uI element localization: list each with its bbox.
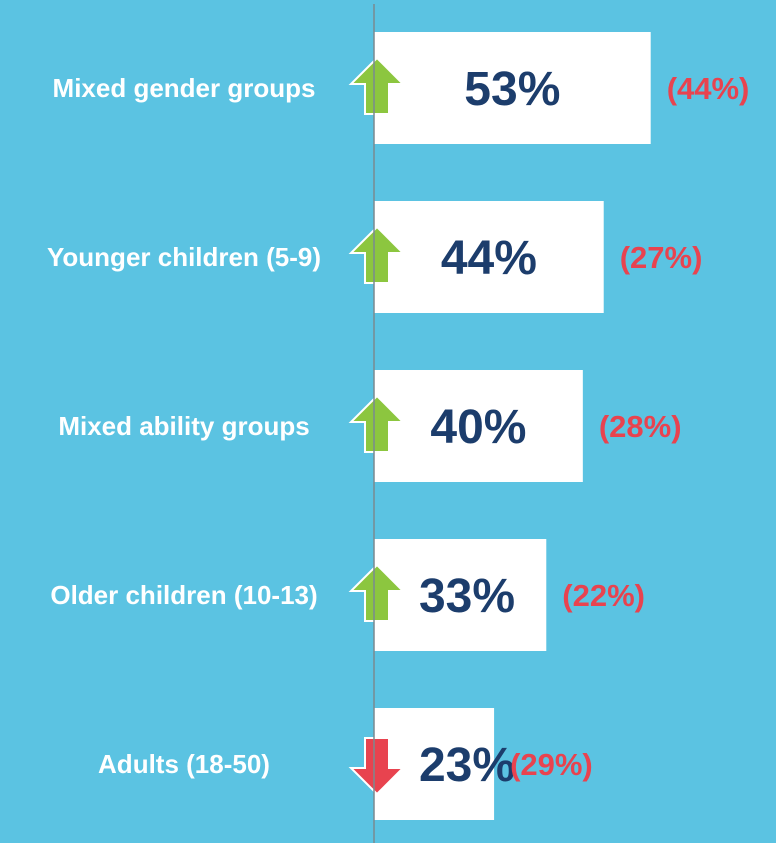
category-label: Adults (18-50) <box>98 749 270 779</box>
value-label: 53% <box>464 63 560 116</box>
down-arrow <box>348 737 406 796</box>
value-label: 33% <box>419 570 515 623</box>
value-label: 40% <box>430 401 526 454</box>
bar <box>374 32 651 144</box>
previous-value-label: (28%) <box>599 409 682 444</box>
category-label: Older children (10-13) <box>50 580 318 610</box>
value-label: 23% <box>419 739 515 792</box>
bar <box>374 201 604 313</box>
category-label: Mixed ability groups <box>58 411 310 441</box>
previous-value-label: (29%) <box>510 747 593 782</box>
bar <box>374 708 495 820</box>
up-arrow <box>348 225 406 284</box>
up-arrow <box>348 56 406 115</box>
category-label: Mixed gender groups <box>52 73 316 103</box>
category-label: Younger children (5-9) <box>47 242 321 272</box>
bar <box>374 370 583 482</box>
up-arrow <box>348 563 406 622</box>
previous-value-label: (22%) <box>562 578 645 613</box>
up-arrow <box>348 394 406 453</box>
previous-value-label: (27%) <box>620 240 703 275</box>
value-label: 44% <box>441 232 537 285</box>
bar <box>374 539 547 651</box>
previous-value-label: (44%) <box>667 71 750 106</box>
